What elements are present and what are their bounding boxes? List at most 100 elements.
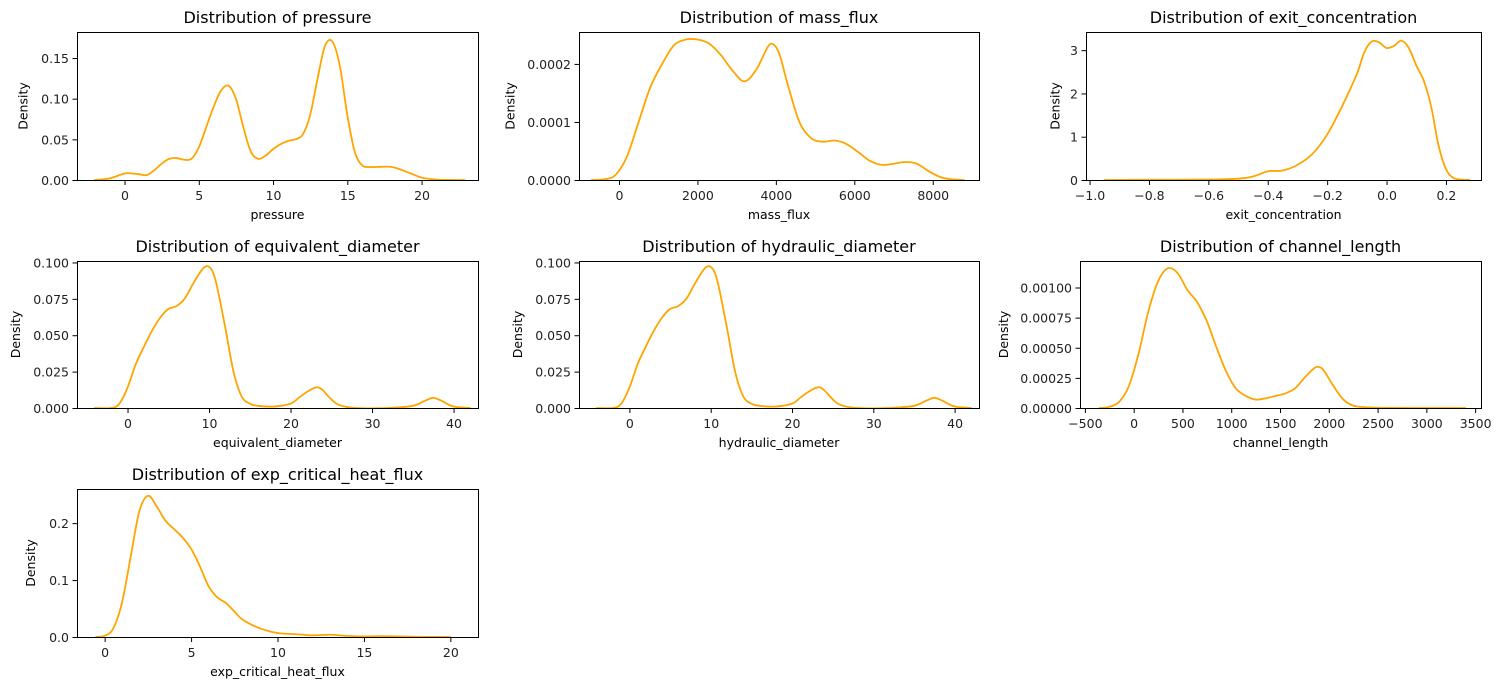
subplot-channel-length: −500 0 500 1000 1500 2000 2500 3000 3500 0.00000 0…: [996, 237, 1492, 450]
x-axis-label: pressure: [251, 207, 305, 222]
axes-frame: [77, 32, 479, 181]
x-tick-label: 6000: [839, 188, 871, 203]
y-tick-label: 1: [1070, 130, 1078, 145]
density-curve-exit-concentration: [1103, 39, 1471, 180]
y-tick-label: 0.075: [535, 292, 571, 307]
y-tick-label: 0.00000: [1020, 401, 1072, 416]
y-axis-label: Density: [16, 82, 31, 130]
x-tick-label: −1.0: [1075, 188, 1105, 203]
density-curve-mass-flux: [590, 38, 965, 180]
x-tick-label: 20: [414, 188, 430, 203]
x-tick-label: 3000: [1411, 416, 1443, 431]
x-tick-label: −0.8: [1134, 188, 1164, 203]
x-tick-label: −0.2: [1312, 188, 1342, 203]
x-tick-label: 0.2: [1437, 188, 1457, 203]
y-tick-label: 0.10: [41, 92, 69, 107]
y-tick-label: 2: [1070, 86, 1078, 101]
x-tick-label: 4000: [760, 188, 792, 203]
x-tick-label: 30: [866, 416, 882, 431]
x-axis-label: channel_length: [1233, 435, 1329, 450]
subplot-title: Distribution of equivalent_diameter: [135, 237, 419, 257]
y-tick-label: 0.050: [535, 328, 571, 343]
y-tick-label: 0.00075: [1020, 311, 1072, 326]
y-axis-label: Density: [510, 310, 525, 358]
subplot-title: Distribution of mass_flux: [680, 8, 879, 28]
axes-frame: [77, 261, 479, 409]
subplot-title: Distribution of pressure: [183, 8, 371, 27]
x-tick-label: 0: [101, 645, 109, 660]
x-tick-label: 2000: [1313, 416, 1345, 431]
x-tick-label: −0.6: [1194, 188, 1224, 203]
x-tick-label: 40: [947, 416, 963, 431]
x-tick-label: 0.0: [1377, 188, 1397, 203]
axes-frame: [579, 32, 980, 181]
y-tick-label: 0.025: [535, 365, 571, 380]
subplot-title: Distribution of hydraulic_diameter: [642, 237, 916, 257]
y-tick-label: 0.2: [49, 516, 69, 531]
x-axis-label: mass_flux: [748, 207, 810, 222]
axes-frame: [77, 489, 479, 638]
y-tick-label: 0.075: [33, 292, 69, 307]
x-tick-label: 10: [703, 416, 719, 431]
subplot-pressure: 0 5 10 15 20 0.00 0.05 0.10 0.15 Distribution of …: [16, 8, 479, 222]
x-tick-label: 40: [446, 416, 462, 431]
subplot-title: Distribution of exit_concentration: [1150, 8, 1418, 28]
y-tick-label: 0.05: [41, 132, 69, 147]
x-tick-label: 2000: [682, 188, 714, 203]
y-tick-label: 0.00050: [1020, 341, 1072, 356]
x-tick-label: 5: [195, 188, 203, 203]
y-tick-label: 0.100: [33, 255, 69, 270]
density-curve-exp-critical-heat-flux: [95, 494, 452, 637]
x-tick-label: 0: [124, 416, 132, 431]
density-curve-equivalent-diameter: [94, 265, 471, 408]
y-tick-label: 0.000: [33, 401, 69, 416]
x-tick-label: 10: [266, 188, 282, 203]
y-axis-label: Density: [23, 539, 38, 587]
subplot-exp-critical-heat-flux: 0 5 10 15 20 0.0 0.1 0.2 Distribution of exp_cri…: [23, 465, 479, 679]
y-tick-label: 0.1: [49, 573, 69, 588]
y-tick-label: 0.00025: [1020, 371, 1072, 386]
subplot-hydraulic-diameter: 0 10 20 30 40 0.000 0.025 0.050 0.075 0.100 Distri…: [510, 237, 980, 450]
x-tick-label: 1000: [1216, 416, 1248, 431]
y-tick-label: 0.00100: [1020, 281, 1072, 296]
y-tick-label: 0.0000: [527, 173, 571, 188]
x-tick-label: 0: [1130, 416, 1138, 431]
x-tick-label: 0: [616, 188, 624, 203]
y-tick-label: 0.100: [535, 255, 571, 270]
x-axis-label: exit_concentration: [1225, 207, 1341, 222]
x-tick-label: 5: [188, 645, 196, 660]
x-axis-label: equivalent_diameter: [213, 435, 343, 450]
y-tick-label: 0.00: [41, 173, 69, 188]
subplot-equivalent-diameter: 0 10 20 30 40 0.000 0.025 0.050 0.075 0.100 Distri…: [8, 237, 479, 450]
subplot-mass-flux: 0 2000 4000 6000 8000 0.0000 0.0001 0.0002 Distr…: [502, 8, 980, 222]
density-curve-pressure: [93, 39, 466, 180]
x-tick-label: 1500: [1265, 416, 1297, 431]
x-tick-label: 3500: [1460, 416, 1492, 431]
y-tick-label: 0.15: [41, 51, 69, 66]
y-axis-label: Density: [502, 82, 517, 130]
x-tick-label: 20: [443, 645, 459, 660]
y-axis-label: Density: [1047, 82, 1062, 130]
axes-frame: [1086, 32, 1482, 181]
x-tick-label: 500: [1171, 416, 1195, 431]
x-tick-label: 30: [365, 416, 381, 431]
y-tick-label: 0.025: [33, 365, 69, 380]
y-tick-label: 0.0002: [527, 57, 571, 72]
x-tick-label: 0: [626, 416, 634, 431]
y-tick-label: 0.0001: [527, 115, 571, 130]
x-tick-label: 2500: [1362, 416, 1394, 431]
axes-frame: [1080, 261, 1482, 409]
x-tick-label: 15: [356, 645, 372, 660]
subplot-exit-concentration: −1.0 −0.8 −0.6 −0.4 −0.2 0.0 0.2 0 1 2 3 Distributi…: [1047, 8, 1482, 222]
x-tick-label: −500: [1068, 416, 1102, 431]
subplot-title: Distribution of channel_length: [1160, 237, 1401, 257]
x-tick-label: 8000: [917, 188, 949, 203]
density-curve-hydraulic-diameter: [595, 265, 972, 408]
x-tick-label: 10: [270, 645, 286, 660]
density-curve-channel-length: [1098, 266, 1467, 408]
x-axis-label: hydraulic_diameter: [719, 435, 841, 450]
x-tick-label: 20: [785, 416, 801, 431]
y-tick-label: 3: [1070, 43, 1078, 58]
x-axis-label: exp_critical_heat_flux: [210, 664, 345, 679]
y-tick-label: 0: [1070, 173, 1078, 188]
